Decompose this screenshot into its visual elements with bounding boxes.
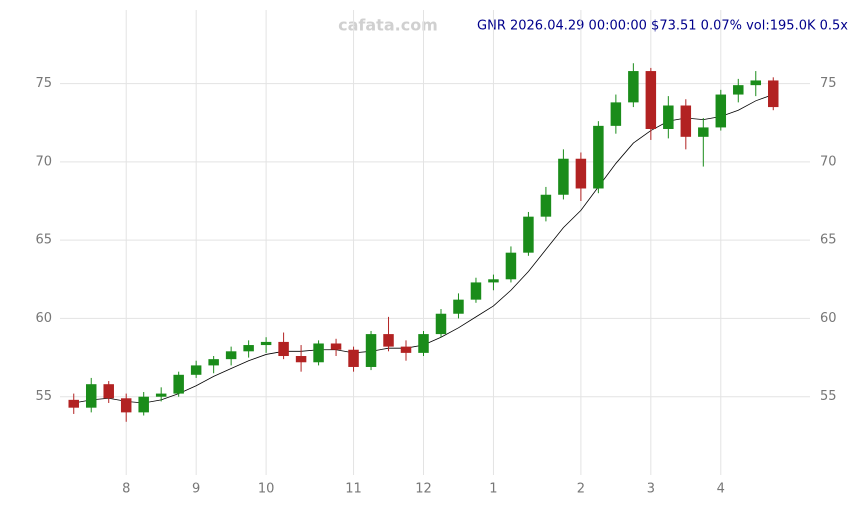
- candle-body: [383, 334, 394, 347]
- candle-body: [243, 345, 254, 352]
- candle-body: [453, 299, 464, 314]
- x-tick-label: 2: [577, 482, 585, 497]
- candle-body: [365, 334, 377, 367]
- candle-body: [610, 102, 622, 126]
- candle-body: [138, 396, 149, 413]
- candle-body: [505, 252, 517, 280]
- candle-body: [103, 384, 114, 399]
- candle-body: [488, 279, 499, 283]
- candle-body: [680, 105, 692, 137]
- y-tick-label: 65: [820, 233, 837, 248]
- y-tick-label: 65: [35, 233, 52, 248]
- candle-body: [313, 343, 324, 363]
- x-tick-label: 11: [345, 482, 362, 497]
- x-tick-label: 1: [489, 482, 497, 497]
- candle-body: [645, 71, 657, 129]
- candle-body: [260, 341, 272, 346]
- candle-body: [523, 216, 534, 253]
- candle-body: [715, 94, 727, 128]
- candle-body: [348, 349, 359, 367]
- x-tick-label: 4: [717, 482, 725, 497]
- candle-body: [85, 384, 97, 408]
- candle-body: [750, 80, 762, 86]
- candle-body: [225, 351, 237, 360]
- y-tick-label: 75: [820, 76, 837, 91]
- candle-body: [593, 125, 604, 189]
- y-tick-label: 60: [820, 311, 837, 326]
- candle-body: [330, 343, 342, 350]
- y-tick-label: 55: [35, 389, 52, 404]
- y-tick-label: 60: [35, 311, 52, 326]
- candle-body: [400, 346, 412, 353]
- candle-body: [768, 80, 779, 108]
- candle-body: [628, 71, 639, 103]
- candle-body: [733, 85, 744, 95]
- candle-body: [120, 398, 132, 413]
- x-tick-label: 8: [122, 482, 130, 497]
- candle-body: [558, 158, 569, 195]
- candle-body: [575, 158, 587, 189]
- candle-body: [208, 359, 219, 366]
- chart-title: GNR 2026.04.29 00:00:00 $73.51 0.07% vol…: [477, 19, 848, 34]
- candle-body: [663, 105, 674, 129]
- y-tick-label: 70: [35, 154, 52, 169]
- candle-body: [540, 194, 552, 217]
- candle-body: [190, 365, 202, 375]
- candle-body: [278, 341, 289, 357]
- y-tick-label: 55: [820, 389, 837, 404]
- candle-body: [295, 356, 307, 363]
- x-tick-label: 12: [415, 482, 432, 497]
- x-tick-label: 9: [192, 482, 200, 497]
- candle-body: [698, 127, 709, 137]
- y-tick-label: 75: [35, 76, 52, 91]
- watermark: cafata.com: [338, 16, 438, 35]
- y-tick-label: 70: [820, 154, 837, 169]
- candle-body: [470, 282, 482, 300]
- candle-body: [173, 374, 184, 394]
- candle-body: [68, 399, 79, 408]
- candle-body: [418, 334, 429, 353]
- x-tick-label: 3: [647, 482, 655, 497]
- candle-body: [435, 313, 447, 335]
- candle-body: [155, 393, 167, 397]
- x-tick-label: 10: [258, 482, 275, 497]
